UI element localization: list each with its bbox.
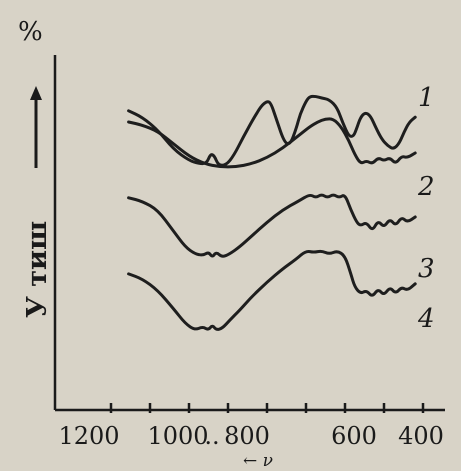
series-layer <box>127 94 417 331</box>
series-line-2 <box>127 117 417 169</box>
x-tick-label: 400 <box>398 422 444 450</box>
series-label-2: 2 <box>417 172 435 202</box>
x-axis-symbol: ← ν <box>243 451 273 471</box>
axes <box>30 55 445 412</box>
x-tick-label: 1000 <box>147 422 208 450</box>
y-axis-label: У тиш <box>22 221 53 318</box>
x-tick-label: 1200 <box>58 422 119 450</box>
series-labels: 1 2 3 4 <box>417 83 435 334</box>
x-tick-label: 600 <box>331 422 377 450</box>
y-axis-arrow-head <box>30 86 42 100</box>
series-label-1: 1 <box>418 83 435 113</box>
y-unit-label: % <box>18 17 43 47</box>
x-tick-label: .. <box>204 422 219 450</box>
series-line-3 <box>127 193 417 258</box>
series-label-4: 4 <box>417 304 435 334</box>
series-label-3: 3 <box>418 254 435 284</box>
x-tick-label: 800 <box>224 422 270 450</box>
x-ticks: 1200 1000.. 800 600 400 <box>58 403 444 450</box>
series-line-1 <box>127 94 417 167</box>
series-line-4 <box>127 249 417 331</box>
